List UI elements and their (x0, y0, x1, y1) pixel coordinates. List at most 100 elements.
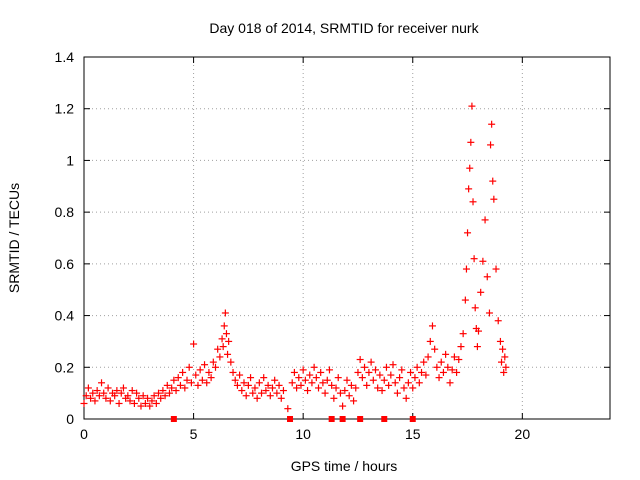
data-point (258, 389, 266, 397)
y-tick-label: 1 (66, 152, 74, 168)
data-point (100, 389, 108, 397)
data-point (219, 343, 227, 351)
data-point (89, 389, 97, 397)
y-tick-label: 0 (66, 411, 74, 427)
data-point (400, 384, 408, 392)
data-point (249, 389, 257, 397)
data-point (271, 376, 279, 384)
data-point (222, 330, 230, 338)
data-point (312, 374, 320, 382)
data-point (339, 402, 347, 410)
data-point (457, 343, 465, 351)
baseline-marker (170, 416, 177, 422)
data-point (231, 376, 239, 384)
data-point (369, 376, 377, 384)
data-point (325, 366, 333, 374)
data-point (111, 392, 119, 400)
y-tick-label: 0.6 (55, 256, 75, 272)
data-point (391, 379, 399, 387)
data-point (82, 392, 90, 400)
data-point (500, 368, 508, 376)
data-point (310, 363, 318, 371)
data-point (214, 345, 222, 353)
data-point (404, 379, 412, 387)
data-point (240, 379, 248, 387)
data-point (380, 376, 388, 384)
data-point (426, 337, 434, 345)
data-point (323, 376, 331, 384)
data-point (473, 343, 481, 351)
data-point (273, 389, 281, 397)
data-point (187, 379, 195, 387)
data-point (461, 296, 469, 304)
data-point (467, 138, 475, 146)
data-point (251, 384, 259, 392)
data-point (198, 376, 206, 384)
data-point (466, 164, 474, 172)
data-point (137, 402, 145, 410)
data-point (308, 379, 316, 387)
data-point (209, 358, 217, 366)
data-point (155, 389, 163, 397)
data-point (233, 381, 241, 389)
data-point (284, 405, 292, 413)
data-point (119, 384, 127, 392)
data-point (174, 374, 182, 382)
data-point (301, 376, 309, 384)
data-point (488, 120, 496, 128)
data-point (418, 368, 426, 376)
data-point (469, 198, 477, 206)
data-point (442, 350, 450, 358)
data-point (225, 337, 233, 345)
data-point (315, 384, 323, 392)
data-point (104, 384, 112, 392)
y-tick-label: 1.2 (55, 101, 75, 117)
data-point (358, 374, 366, 382)
data-point (354, 368, 362, 376)
data-point (413, 363, 421, 371)
data-point (221, 309, 229, 317)
data-point (347, 381, 355, 389)
data-point (183, 376, 191, 384)
data-point (470, 255, 478, 263)
data-point (196, 366, 204, 374)
data-point (95, 392, 103, 400)
data-point (161, 392, 169, 400)
baseline-marker (409, 416, 416, 422)
data-point (163, 381, 171, 389)
data-point (144, 394, 152, 402)
data-point (113, 387, 121, 395)
data-point (356, 356, 364, 364)
data-point (465, 185, 473, 193)
data-point (494, 317, 502, 325)
baseline-marker (287, 416, 294, 422)
data-point (350, 397, 358, 405)
data-point (212, 363, 219, 371)
data-point (84, 384, 92, 392)
data-point (139, 392, 147, 400)
data-point (255, 379, 263, 387)
data-point (376, 371, 384, 379)
data-point (446, 379, 454, 387)
data-point (371, 366, 379, 374)
data-point (332, 384, 340, 392)
data-point (321, 389, 329, 397)
data-point (453, 368, 461, 376)
data-point (496, 337, 504, 345)
data-point (227, 358, 235, 366)
data-point (407, 368, 415, 376)
grid-lines (84, 57, 610, 419)
data-point (244, 381, 252, 389)
data-point (115, 399, 123, 407)
data-point (295, 374, 303, 382)
data-point (293, 384, 301, 392)
data-point (502, 363, 510, 371)
y-tick-label: 0.2 (55, 359, 75, 375)
data-point (106, 397, 114, 405)
data-point (319, 379, 327, 387)
data-point (468, 102, 476, 110)
data-point (334, 374, 342, 382)
data-point (179, 368, 187, 376)
data-point (268, 384, 276, 392)
data-point (220, 322, 228, 330)
